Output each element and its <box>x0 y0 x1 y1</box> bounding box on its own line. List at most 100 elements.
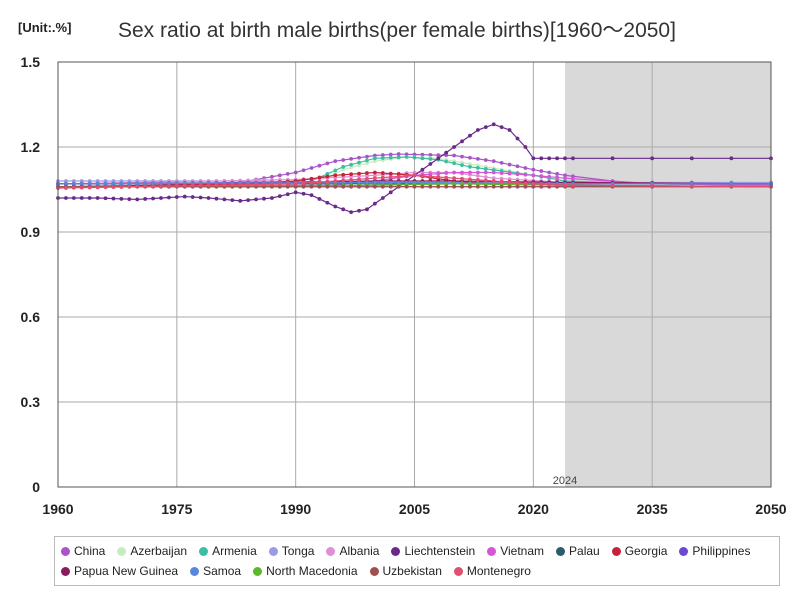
data-point <box>301 184 306 189</box>
legend-item[interactable]: Armenia <box>199 541 257 561</box>
data-point <box>563 173 567 178</box>
chart-title: Sex ratio at birth male births(per femal… <box>118 19 676 42</box>
data-point <box>483 178 488 183</box>
data-point <box>499 125 504 130</box>
legend-label: Georgia <box>624 544 668 558</box>
data-point <box>436 175 441 179</box>
data-point <box>111 196 116 201</box>
legend-item[interactable]: Liechtenstein <box>391 541 475 561</box>
data-point <box>206 183 211 188</box>
data-point <box>103 181 108 186</box>
data-point <box>198 183 203 188</box>
legend-item[interactable]: Vietnam <box>487 541 544 561</box>
legend-label: Vietnam <box>500 544 545 558</box>
data-point <box>428 174 433 179</box>
legend-item[interactable]: Philippines <box>679 541 750 561</box>
legend-marker-icon <box>391 546 401 556</box>
data-point <box>317 184 322 189</box>
data-point <box>491 122 496 127</box>
data-point <box>388 155 393 160</box>
legend-item[interactable]: North Macedonia <box>253 561 358 581</box>
data-point <box>547 170 552 175</box>
data-point <box>151 196 155 201</box>
data-point <box>190 195 195 199</box>
data-point <box>143 181 148 186</box>
data-point <box>285 172 290 176</box>
data-point <box>460 163 464 167</box>
data-point <box>365 173 369 178</box>
data-point <box>293 190 298 195</box>
legend-item[interactable]: Tonga <box>268 541 314 561</box>
data-point <box>365 176 369 181</box>
data-point <box>365 158 369 163</box>
data-point <box>64 186 68 190</box>
legend-item[interactable]: Montenegro <box>453 561 531 581</box>
legend-label: Armenia <box>212 544 257 558</box>
data-point <box>483 125 488 130</box>
data-point <box>285 182 290 186</box>
data-point <box>555 175 559 180</box>
data-point <box>64 196 68 200</box>
data-point <box>468 155 472 160</box>
legend-item[interactable]: Papua New Guinea <box>61 561 178 581</box>
legend-label: Papua New Guinea <box>74 564 179 578</box>
x-tick-label: 2050 <box>755 501 786 517</box>
legend-item[interactable]: Uzbekistan <box>369 561 442 581</box>
data-point <box>452 184 457 189</box>
data-point <box>372 176 377 181</box>
data-point <box>412 155 417 160</box>
data-point <box>515 180 520 185</box>
data-point <box>119 181 124 186</box>
data-point <box>143 197 148 201</box>
data-point <box>333 184 338 189</box>
data-point <box>507 128 512 132</box>
data-point <box>135 181 140 186</box>
data-point <box>301 181 306 186</box>
data-point <box>182 194 187 199</box>
legend-label: Montenegro <box>466 564 531 578</box>
legend: China Azerbaijan Armenia Tonga Albania Liecht… <box>54 536 780 586</box>
legend-marker-icon <box>117 546 127 556</box>
data-point <box>103 185 108 190</box>
data-point <box>460 184 464 189</box>
data-point <box>499 160 504 165</box>
data-point <box>285 192 290 197</box>
x-tick-label: 2020 <box>518 501 549 517</box>
data-point <box>444 175 449 180</box>
legend-label: Philippines <box>692 544 751 558</box>
data-point <box>349 172 354 177</box>
data-point <box>182 183 187 188</box>
data-point <box>404 152 409 157</box>
data-point <box>372 184 377 189</box>
data-point <box>483 175 488 179</box>
legend-item[interactable]: China <box>61 541 105 561</box>
data-point <box>404 155 409 159</box>
legend-item[interactable]: Azerbaijan <box>117 541 187 561</box>
legend-item[interactable]: Albania <box>326 541 379 561</box>
data-point <box>230 183 235 187</box>
data-point <box>539 156 544 161</box>
data-point <box>507 171 512 176</box>
data-point <box>365 184 369 189</box>
data-point <box>689 156 694 161</box>
legend-item[interactable]: Samoa <box>190 561 241 581</box>
data-point <box>650 156 655 161</box>
legend-marker-icon <box>190 566 200 576</box>
data-point <box>238 198 243 203</box>
data-point <box>71 185 76 190</box>
data-point <box>483 184 488 189</box>
legend-item[interactable]: Georgia <box>611 541 668 561</box>
data-point <box>420 174 425 178</box>
data-point <box>468 164 472 169</box>
y-tick-label: 1.5 <box>21 54 41 70</box>
data-point <box>436 156 441 161</box>
data-point <box>246 198 251 203</box>
legend-item[interactable]: Palau <box>556 541 600 561</box>
data-point <box>357 171 361 176</box>
data-point <box>428 152 433 157</box>
data-point <box>491 179 496 183</box>
data-point <box>333 179 338 183</box>
data-point <box>119 196 124 201</box>
data-point <box>270 196 274 200</box>
data-point <box>515 164 520 169</box>
